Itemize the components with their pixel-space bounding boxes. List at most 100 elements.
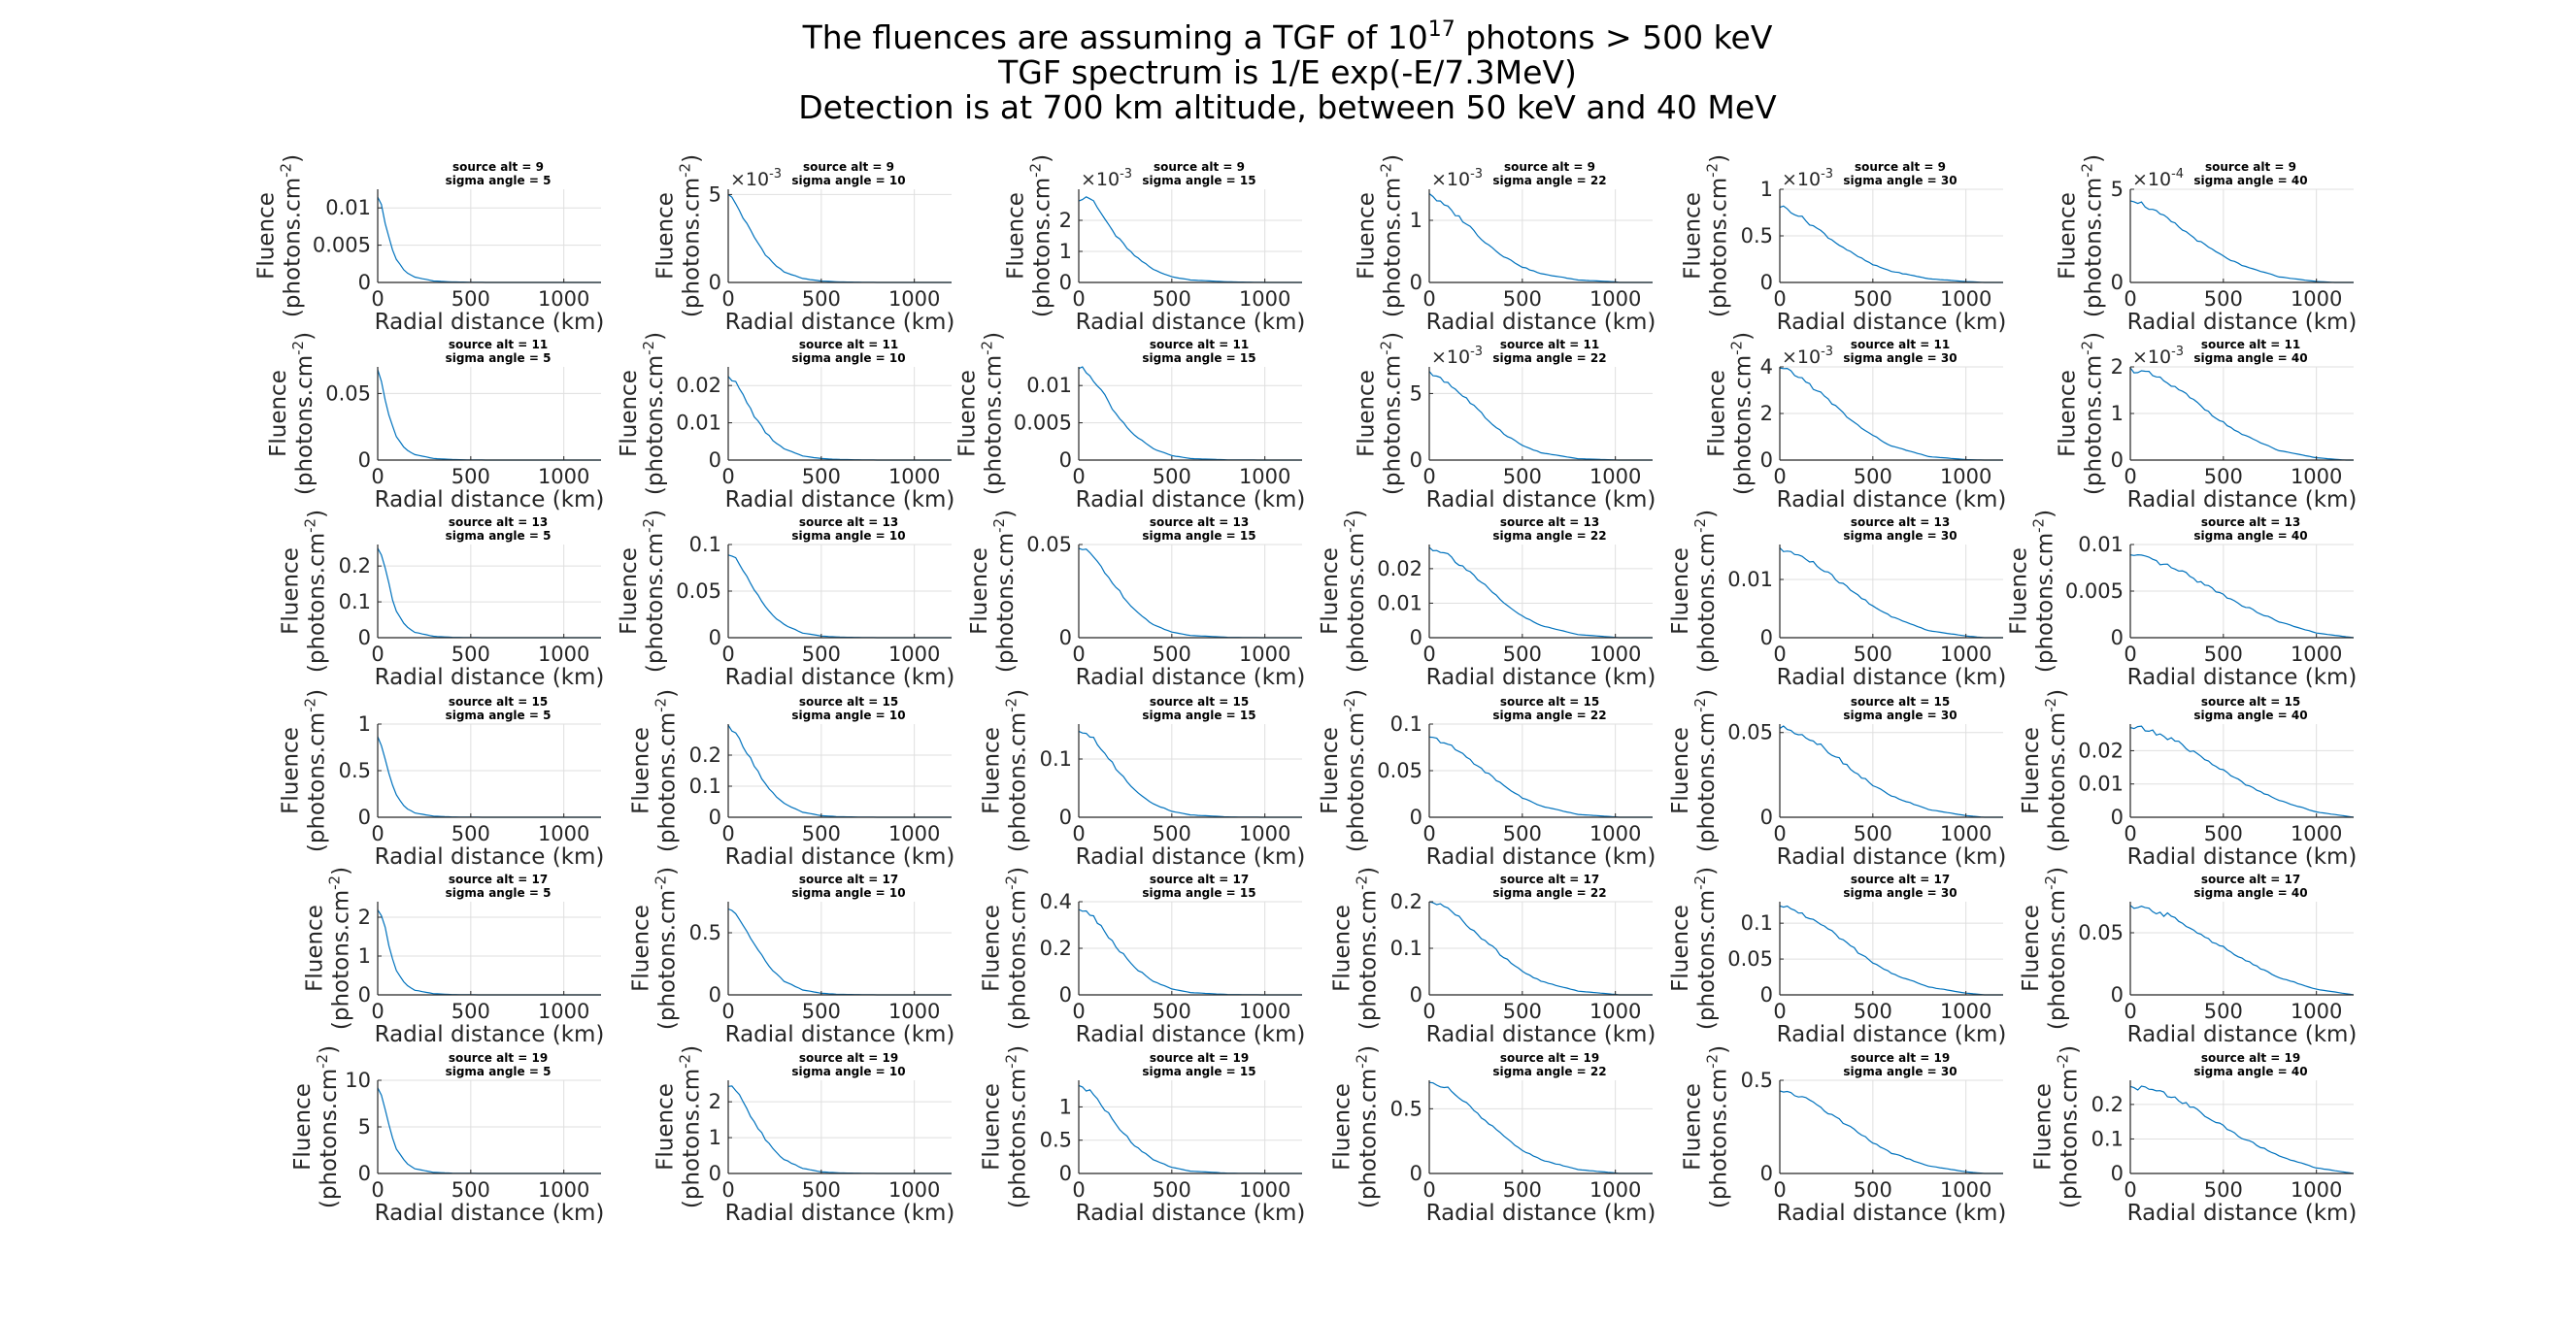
fluence-line	[2129, 553, 2355, 639]
subplot-title-sigma: sigma angle = 40	[2193, 709, 2307, 722]
y-axis-label-unit-exponent: -2	[302, 518, 319, 533]
subplot-title-sigma: sigma angle = 22	[1492, 351, 1606, 365]
x-axis-label: Radial distance (km)	[2127, 1201, 2358, 1226]
y-tick-label: 0.01	[1377, 591, 1422, 614]
subplot-title-sigma: sigma angle = 30	[1843, 174, 1957, 187]
y-axis-label-unit-exponent: -2	[1704, 163, 1722, 178]
subplot-title-sigma: sigma angle = 5	[446, 886, 552, 900]
subplot-title-alt: source alt = 15	[1150, 695, 1249, 709]
x-tick-label: 500	[1503, 465, 1542, 488]
x-tick-label: 0	[1773, 1178, 1786, 1202]
subplot-title-sigma: sigma angle = 10	[791, 351, 905, 365]
x-tick-label: 500	[802, 1000, 841, 1023]
y-axis-label-line1: Fluence	[279, 727, 304, 814]
x-tick-label: 0	[371, 465, 384, 488]
y-exponent-label: ×10-3	[1081, 167, 1132, 190]
y-tick-label: 0.5	[689, 921, 721, 944]
y-tick-label: 0.1	[689, 775, 721, 798]
x-tick-label: 500	[1153, 465, 1191, 488]
x-tick-label: 0	[721, 287, 734, 311]
y-axis-label-unit-close: )	[305, 689, 330, 698]
x-tick-label: 500	[802, 287, 841, 311]
y-axis-label-line1: Fluence	[1004, 192, 1029, 280]
y-tick-label: 0	[1760, 448, 1773, 472]
subplot-title-sigma: sigma angle = 10	[791, 529, 905, 543]
x-tick-label: 500	[1153, 1178, 1191, 1202]
subplot-title-sigma: sigma angle = 10	[791, 886, 905, 900]
y-tick-label: 0	[2111, 448, 2124, 472]
subplot-title-alt: source alt = 19	[1150, 1051, 1249, 1065]
y-tick-label: 0.5	[339, 759, 371, 782]
subplot-title-alt: source alt = 15	[1500, 695, 1599, 709]
y-exponent-base: ×10	[1782, 169, 1821, 190]
y-axis-label-unit: (photons.cm	[2057, 1069, 2083, 1208]
x-tick-label: 1000	[2291, 465, 2342, 488]
y-tick-label: 0	[1760, 271, 1773, 294]
x-tick-label: 0	[721, 465, 734, 488]
y-axis-label-line2: (photons.cm-2)	[2079, 154, 2107, 317]
subplot-title-sigma: sigma angle = 40	[2193, 886, 2307, 900]
y-axis-label-unit-exponent: -2	[278, 163, 295, 178]
y-axis-label-unit-close: )	[2082, 154, 2107, 163]
subplot-title-sigma: sigma angle = 30	[1843, 351, 1957, 365]
y-axis-label-line1: Fluence	[653, 192, 679, 280]
x-tick-label: 1000	[1940, 1178, 1991, 1202]
y-exponent-power: -3	[1821, 345, 1833, 359]
x-tick-label: 0	[1072, 1000, 1085, 1023]
x-axis-label: Radial distance (km)	[2127, 310, 2358, 335]
y-axis-label-unit-close: )	[1694, 689, 1720, 698]
y-tick-label: 0	[1410, 448, 1422, 472]
subplot-title-sigma: sigma angle = 5	[446, 174, 552, 187]
x-tick-label: 1000	[1589, 465, 1641, 488]
y-tick-label: 0.5	[1390, 1097, 1422, 1120]
x-axis-label: Radial distance (km)	[725, 487, 955, 512]
y-tick-label: 1	[709, 1126, 721, 1149]
x-tick-label: 500	[1854, 643, 1892, 666]
x-tick-label: 500	[1854, 1000, 1892, 1023]
y-tick-label: 0	[358, 983, 371, 1007]
y-axis-label-unit: (photons.cm	[1006, 1069, 1031, 1208]
y-axis-label-unit-exponent: -2	[2079, 163, 2096, 178]
x-tick-label: 0	[1072, 1178, 1085, 1202]
y-tick-label: 0	[1760, 806, 1773, 829]
y-tick-label: 0.005	[1014, 412, 1072, 435]
y-exponent-power: -3	[1470, 345, 1483, 359]
subplot-title-alt: source alt = 9	[1504, 160, 1595, 174]
y-tick-label: 1	[1059, 1095, 1072, 1118]
x-tick-label: 0	[1422, 822, 1435, 845]
y-axis-label-unit-close: )	[1356, 867, 1382, 875]
y-tick-label: 0.2	[689, 743, 721, 767]
y-axis-label-line1: Fluence	[955, 370, 981, 457]
y-axis-label-unit-exponent: -2	[1341, 518, 1358, 533]
x-tick-label: 1000	[1239, 822, 1290, 845]
y-tick-label: 2	[1760, 402, 1773, 425]
y-tick-label: 0.05	[1727, 947, 1773, 971]
y-axis-label-line2: (photons.cm-2)	[1341, 689, 1369, 852]
fluence-line	[2129, 905, 2355, 996]
y-tick-label: 0	[709, 626, 721, 649]
y-exponent-label: ×10-3	[730, 167, 782, 190]
y-axis-label-unit-exponent: -2	[302, 698, 319, 712]
x-tick-label: 500	[2204, 1000, 2243, 1023]
x-axis-label: Radial distance (km)	[1777, 665, 2007, 690]
x-tick-label: 1000	[1589, 643, 1641, 666]
y-tick-label: 5	[2111, 178, 2124, 201]
y-axis-label-unit-exponent: -2	[652, 698, 670, 712]
subplot-title-sigma: sigma angle = 30	[1843, 709, 1957, 722]
x-tick-label: 0	[721, 1178, 734, 1202]
y-axis-label-unit-close: )	[292, 332, 318, 341]
subplot-title-sigma: sigma angle = 10	[791, 709, 905, 722]
y-axis-label-line2: (photons.cm-2)	[2030, 510, 2058, 673]
y-exponent-label: ×10-3	[1431, 345, 1483, 368]
y-tick-label: 0	[358, 448, 371, 472]
y-axis-label-unit-exponent: -2	[652, 875, 670, 890]
